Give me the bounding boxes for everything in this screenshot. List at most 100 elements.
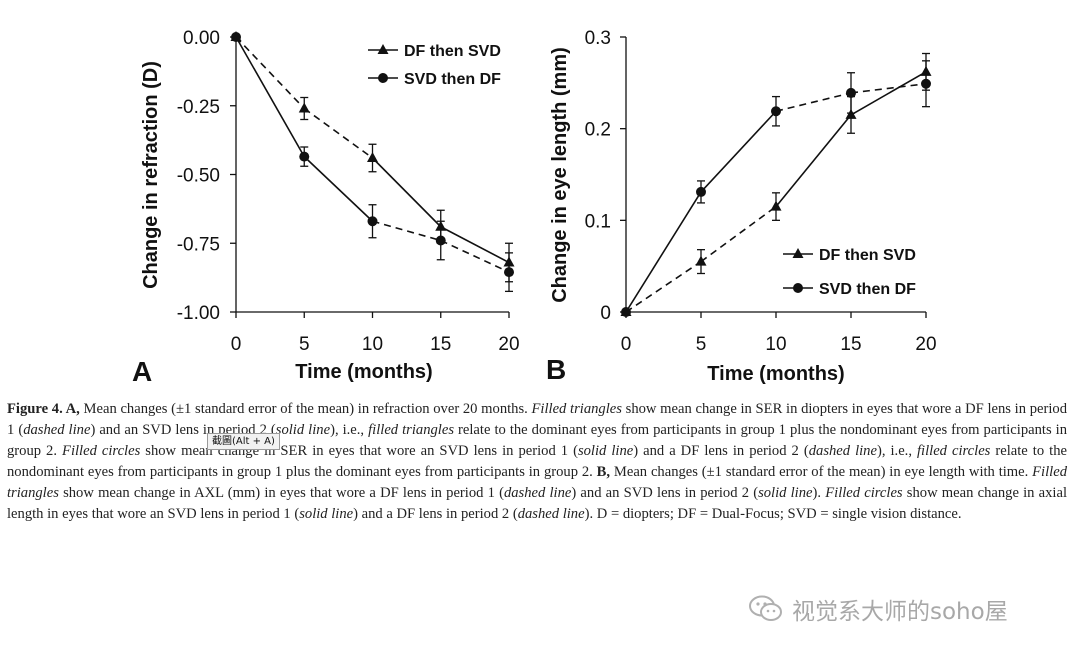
legend-label: DF then SVD: [404, 43, 501, 60]
caption-run: solid line: [299, 506, 354, 522]
y-tick-label: 0.2: [585, 120, 611, 141]
caption-run: B,: [596, 464, 611, 480]
caption-run: Mean changes (±1 standard error of the m…: [79, 401, 532, 417]
caption-run: Filled circles: [825, 485, 903, 501]
caption-run: dashed line: [517, 506, 585, 522]
data-point-circle: [231, 32, 241, 42]
series-segment-dashed: [775, 92, 852, 113]
x-tick-label: 10: [362, 334, 383, 355]
series-segment-dashed: [440, 239, 510, 273]
watermark-text: 视觉系大师的soho屋: [792, 599, 1008, 625]
wechat-icon: [749, 595, 782, 621]
series-segment-solid: [303, 156, 374, 222]
caption-run: solid line: [577, 443, 634, 459]
x-axis-label: Time (months): [707, 363, 844, 385]
data-point-circle: [435, 235, 446, 246]
caption-run: filled triangles: [368, 422, 455, 438]
x-tick-label: 15: [840, 334, 861, 355]
y-tick-label: -0.50: [177, 166, 220, 187]
x-tick-label: 10: [765, 334, 786, 355]
caption-run: show mean change in axial length in eyes…: [7, 485, 1067, 522]
caption-run: show mean change in SER in diopters in e…: [7, 401, 1068, 438]
y-tick-label: 0.1: [585, 211, 611, 232]
legend-label: DF then SVD: [819, 247, 916, 264]
caption-run: dashed line: [808, 443, 877, 459]
data-point-circle: [771, 106, 781, 117]
y-tick-label: -1.00: [177, 303, 220, 324]
caption-run: relate to the dominant eyes from partici…: [7, 422, 1067, 459]
caption-run: ), i.e.,: [876, 443, 917, 459]
y-tick-label: 0: [600, 303, 611, 324]
caption-run: ). D = diopters; DF = Dual-Focus; SVD = …: [584, 506, 962, 522]
y-tick-label: 0.00: [183, 28, 220, 49]
screenshot-tooltip: 截圖(Alt + A): [207, 433, 280, 450]
x-tick-label: 0: [621, 334, 632, 355]
data-point-triangle: [845, 108, 857, 119]
series-segment-solid: [775, 114, 852, 208]
caption-run: Filled triangles: [531, 401, 622, 417]
data-point-triangle: [770, 200, 782, 211]
caption-run: solid line: [275, 422, 331, 438]
series-df-then-svd: [620, 52, 932, 316]
series-svd-then-df: [621, 60, 931, 317]
x-tick-label: 5: [299, 334, 310, 355]
x-tick-label: 0: [231, 334, 242, 355]
data-point-triangle: [367, 152, 378, 162]
series-segment-dashed: [235, 36, 305, 110]
data-point-circle: [367, 216, 378, 227]
caption-run: ) and an SVD lens in period 2 (: [571, 485, 759, 501]
watermark: 视觉系大师的soho屋: [748, 592, 1008, 626]
legend-marker: [793, 283, 803, 293]
data-point-circle: [299, 151, 310, 162]
data-point-triangle: [695, 255, 707, 266]
series-df-then-svd: [230, 31, 515, 283]
chart-a: 0.00 -0.25 -0.50 -0.75 -1.00 0 5 10 15 20 Time (mo…: [132, 28, 520, 387]
caption-run: show mean change in AXL (mm) in eyes tha…: [58, 485, 504, 501]
caption-run: Mean changes (±1 standard error of the m…: [610, 464, 1033, 480]
series-segment-dashed: [303, 107, 373, 159]
series-svd-then-df: [231, 32, 514, 293]
caption-run: dashed line: [503, 485, 572, 501]
caption-run: ).: [812, 485, 826, 501]
caption-run: ) and a DF lens in period 2 (: [353, 506, 518, 522]
x-tick-label: 20: [498, 334, 519, 355]
series-segment-dashed: [625, 260, 702, 313]
series-segment-solid: [700, 110, 777, 193]
y-tick-label: 0.3: [585, 28, 611, 49]
legend-marker: [378, 73, 388, 83]
caption-run: filled circles: [916, 443, 991, 459]
caption-run: solid line: [758, 485, 813, 501]
caption-run: relate to the nondominant eyes from part…: [7, 443, 1067, 480]
series-segment-dashed: [372, 220, 441, 242]
x-tick-label: 15: [430, 334, 451, 355]
caption-run: Figure 4.: [7, 401, 63, 417]
data-point-circle: [504, 267, 514, 278]
legend-marker: [792, 248, 804, 258]
legend-label: SVD then DF: [404, 71, 501, 88]
y-tick-label: -0.25: [177, 97, 220, 118]
data-point-circle: [921, 78, 931, 89]
figure-caption: Figure 4. A, Mean changes (±1 standard e…: [7, 399, 1067, 525]
x-tick-label: 20: [915, 334, 936, 355]
y-axis-label: Change in refraction (D): [140, 61, 162, 289]
data-point-circle: [846, 87, 856, 98]
caption-run: Filled circles: [62, 443, 141, 459]
data-point-circle: [621, 307, 631, 317]
series-segment-solid: [850, 71, 927, 116]
panel-label: A: [132, 356, 152, 387]
caption-run: show mean change in SER in eyes that wor…: [140, 443, 578, 459]
series-segment-solid: [371, 157, 442, 228]
y-axis-label: Change in eye length (mm): [549, 47, 571, 303]
x-tick-label: 5: [696, 334, 707, 355]
x-axis-label: Time (months): [295, 361, 432, 383]
legend-marker: [377, 44, 389, 54]
series-segment-solid: [235, 36, 305, 158]
data-point-circle: [696, 186, 706, 197]
caption-run: dashed line: [23, 422, 91, 438]
series-segment-solid: [440, 226, 510, 264]
legend-label: SVD then DF: [819, 281, 916, 298]
data-point-triangle: [298, 102, 310, 113]
figure-charts: 0.00 -0.25 -0.50 -0.75 -1.00 0 5 10 15 20 Time (mo…: [132, 28, 937, 387]
series-segment-dashed: [700, 205, 777, 263]
series-segment-solid: [625, 191, 702, 313]
